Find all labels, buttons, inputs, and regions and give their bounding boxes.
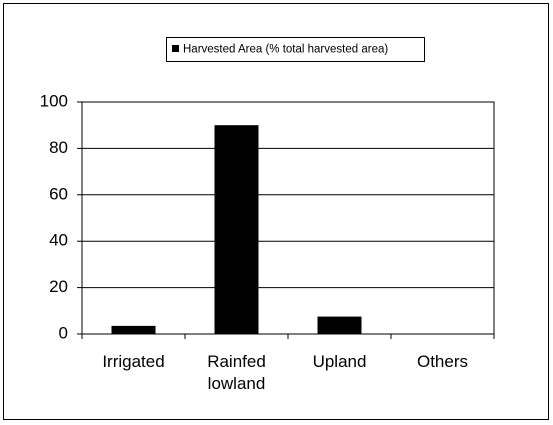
- bar: [111, 325, 156, 334]
- x-tick-label: Upland: [312, 352, 367, 371]
- x-tick-label: Rainfed lowland: [207, 352, 266, 393]
- y-tick-label: 80: [49, 138, 68, 157]
- y-tick-label: 100: [40, 91, 68, 110]
- y-tick-label: 40: [49, 231, 68, 250]
- legend-swatch: [172, 45, 179, 52]
- y-tick-label: 60: [49, 184, 68, 203]
- x-tick-label: Irrigated: [102, 352, 165, 371]
- legend-box: [166, 37, 425, 62]
- bar: [214, 125, 259, 334]
- y-tick-label: 0: [59, 323, 68, 342]
- x-tick-label: Others: [416, 352, 469, 371]
- y-tick-label: 20: [49, 277, 68, 296]
- chart-frame: [3, 3, 549, 420]
- bar: [317, 316, 362, 334]
- legend-label: Harvested Area (% total harvested area): [183, 44, 388, 56]
